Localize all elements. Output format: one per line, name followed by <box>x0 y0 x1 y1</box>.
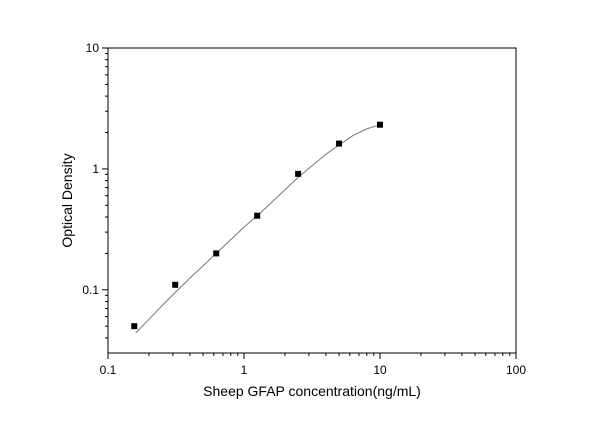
data-point <box>213 250 220 257</box>
data-point <box>295 170 302 177</box>
data-point <box>377 121 383 128</box>
x-tick-label: 1 <box>241 363 248 377</box>
y-axis-title: Optical Density <box>59 153 75 247</box>
plot-frame <box>107 47 517 354</box>
data-point <box>131 323 138 330</box>
x-tick-label: 100 <box>506 363 526 377</box>
data-point <box>172 281 179 288</box>
fit-curve-line <box>135 124 381 334</box>
ticks: 0.1 1 10 100 0.1 1 10 <box>82 41 526 377</box>
y-tick-label: 1 <box>92 162 99 176</box>
fit-curve-group <box>135 124 381 334</box>
x-tick-label: 10 <box>373 363 387 377</box>
data-point <box>336 140 343 147</box>
data-point <box>254 212 261 219</box>
y-tick-label: 0.1 <box>82 283 99 297</box>
x-tick-label: 0.1 <box>100 363 117 377</box>
data-points <box>131 121 383 330</box>
x-axis-title: Sheep GFAP concentration(ng/mL) <box>203 383 421 399</box>
y-tick-label: 10 <box>86 41 100 55</box>
axes <box>107 47 517 354</box>
